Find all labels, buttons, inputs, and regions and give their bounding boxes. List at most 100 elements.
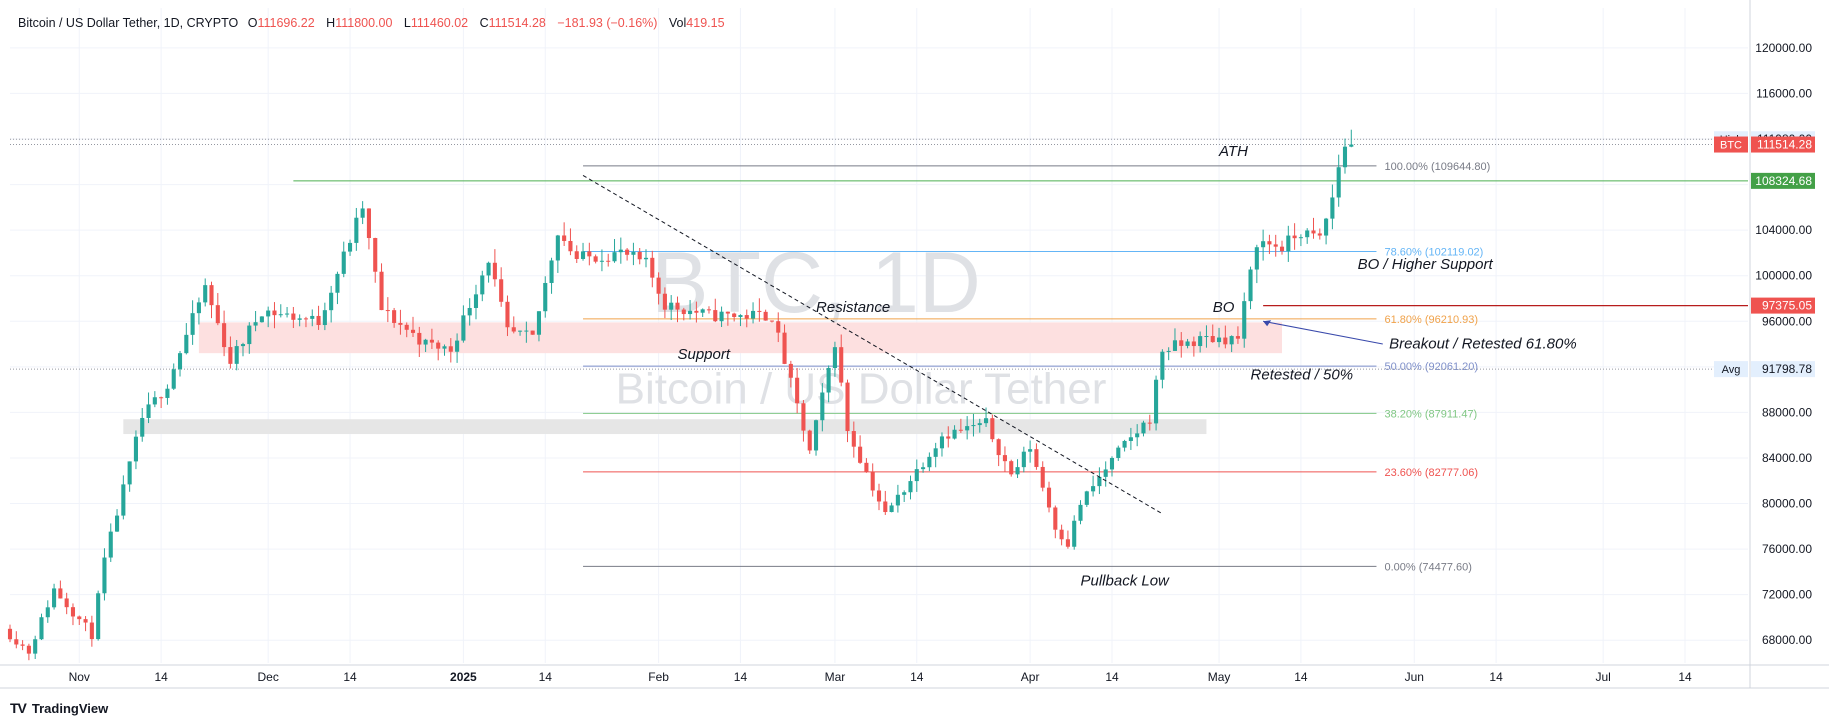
- y-tick-label: 104000.00: [1755, 223, 1812, 237]
- candle-down: [675, 296, 680, 323]
- candle-body: [927, 456, 932, 468]
- candle-body: [228, 347, 233, 364]
- candle-body: [272, 310, 277, 316]
- candle-up: [751, 302, 756, 324]
- candle-body: [1147, 422, 1152, 424]
- candle-body: [1002, 455, 1007, 462]
- candle-body: [562, 235, 567, 241]
- y-tick-label: 96000.00: [1762, 314, 1812, 328]
- fib-level-label: 78.60% (102119.02): [1384, 247, 1483, 259]
- candle-body: [121, 484, 126, 516]
- candle-body: [1242, 301, 1247, 339]
- candle-body: [486, 262, 491, 276]
- x-tick-label: 14: [343, 670, 357, 684]
- candle-down: [1267, 234, 1272, 255]
- brand-name: TradingView: [31, 700, 109, 716]
- candle-down: [662, 287, 667, 319]
- candle-down: [1147, 414, 1152, 431]
- x-tick-label: Dec: [258, 670, 279, 684]
- candle-up: [984, 407, 989, 427]
- candle-body: [656, 277, 661, 294]
- candle-body: [574, 251, 579, 259]
- candle-down: [505, 295, 510, 337]
- candle-body: [801, 403, 806, 431]
- candle-body: [1342, 146, 1348, 168]
- y-tick-label: 84000.00: [1762, 451, 1812, 465]
- low-label: L: [403, 16, 411, 30]
- candle-up: [278, 304, 283, 318]
- candle-down: [795, 368, 800, 414]
- candle-up: [927, 452, 932, 472]
- candle-body: [1065, 539, 1070, 547]
- candle-body: [1103, 469, 1108, 477]
- candle-body: [1166, 350, 1171, 352]
- candle-body: [492, 262, 497, 280]
- candle-up: [952, 425, 957, 440]
- candle-body: [895, 494, 900, 506]
- candle-body: [958, 429, 963, 431]
- x-tick-label: Jun: [1405, 670, 1424, 684]
- candle-up: [347, 239, 353, 256]
- candle-body: [1040, 466, 1045, 488]
- candle-down: [1223, 325, 1228, 349]
- candle-up: [486, 261, 491, 283]
- candle-body: [436, 342, 441, 349]
- candle-down: [7, 624, 13, 643]
- candle-down: [706, 306, 712, 314]
- candle-up: [688, 300, 693, 320]
- candle-down: [222, 310, 227, 357]
- fib-level-label: 38.20% (87911.47): [1384, 408, 1477, 420]
- candle-down: [89, 615, 94, 647]
- fib-level-label: 0.00% (74477.60): [1384, 561, 1471, 573]
- candle-body: [511, 327, 516, 332]
- candle-body: [480, 275, 485, 295]
- candle-down: [1009, 459, 1014, 477]
- candle-down: [713, 298, 718, 323]
- candle-up: [700, 308, 705, 317]
- price-axis-label: 108324.68: [1751, 172, 1815, 189]
- candle-body: [429, 339, 434, 343]
- candle-up: [832, 341, 837, 377]
- candle-body: [599, 260, 604, 262]
- fib-level-label: 100.00% (109644.80): [1384, 161, 1490, 173]
- candle-up: [1122, 439, 1127, 452]
- candle-body: [39, 617, 44, 640]
- candle-body: [259, 316, 264, 323]
- candle-body: [240, 344, 246, 347]
- candle-down: [14, 631, 19, 649]
- candle-up: [1128, 427, 1133, 450]
- candle-down: [392, 307, 397, 328]
- candle-body: [473, 294, 479, 308]
- candle-body: [1317, 233, 1322, 236]
- candle-body: [373, 238, 378, 272]
- candle-down: [763, 309, 768, 321]
- candle-down: [64, 592, 69, 615]
- candle-body: [864, 462, 869, 472]
- annotation-label: BO / Higher Support: [1358, 256, 1494, 273]
- candle-up: [826, 365, 831, 403]
- candle-body: [1116, 447, 1121, 458]
- candle-body: [392, 310, 397, 323]
- candle-body: [1179, 340, 1184, 346]
- candle-body: [1091, 486, 1096, 492]
- candle-down: [436, 340, 441, 361]
- candle-body: [813, 420, 819, 451]
- candle-body: [694, 310, 699, 313]
- candle-body: [316, 315, 321, 326]
- candle-down: [958, 418, 963, 433]
- candle-body: [946, 436, 951, 439]
- candle-body: [83, 619, 88, 623]
- candle-up: [140, 408, 145, 442]
- candle-up: [335, 271, 340, 305]
- ohlc-header: Bitcoin / US Dollar Tether, 1D, CRYPTO O…: [18, 16, 733, 30]
- candle-down: [1179, 332, 1184, 358]
- candle-body: [1349, 144, 1354, 147]
- candle-up: [971, 413, 976, 437]
- candle-up: [266, 306, 271, 328]
- candle-body: [700, 309, 705, 313]
- tradingview-logo[interactable]: TV TradingView: [10, 700, 108, 716]
- candle-body: [524, 330, 529, 332]
- candle-body: [171, 369, 176, 389]
- candle-up: [196, 297, 201, 325]
